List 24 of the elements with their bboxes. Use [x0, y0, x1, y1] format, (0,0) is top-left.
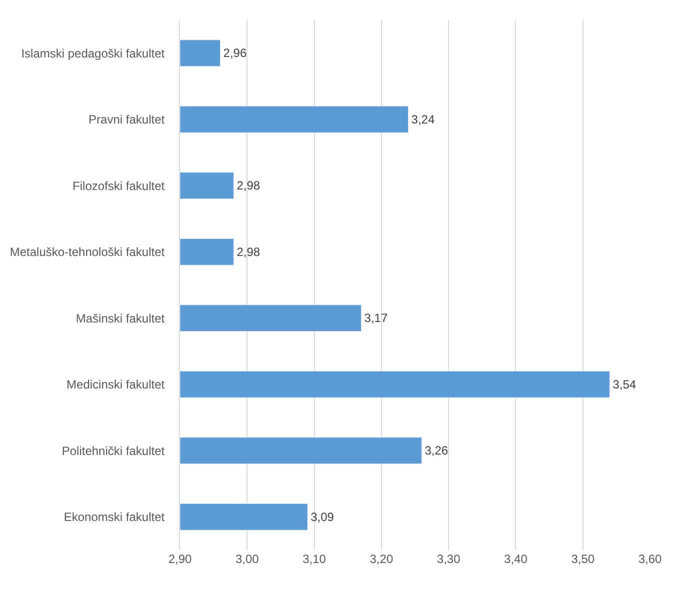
y-tick-label: Islamski pedagoški fakultet [21, 46, 166, 60]
data-label: 3,24 [411, 112, 435, 126]
data-label: 2,98 [236, 178, 260, 193]
data-label: 2,98 [236, 244, 260, 259]
x-tick-label: 3,10 [302, 552, 326, 566]
y-tick-label: Politehnički fakultet [62, 444, 166, 458]
x-tick-label: 3,60 [638, 552, 662, 566]
x-tick-label: 3,30 [436, 552, 461, 566]
y-tick-label: Ekonomski fakultet [64, 510, 166, 524]
data-label: 3,26 [424, 444, 448, 458]
data-label: 3,54 [612, 377, 636, 392]
y-tick-label: Pravni fakultet [88, 112, 166, 127]
data-label: 2,96 [223, 46, 247, 60]
x-tick-label: 3,00 [235, 552, 260, 566]
y-tick-label: Filozofski fakultet [72, 178, 166, 193]
data-label: 3,17 [364, 311, 388, 326]
x-tick-label: 2,90 [168, 552, 192, 566]
y-tick-label: Metaluško-tehnološki fakultet [10, 245, 166, 260]
data-label: 3,09 [310, 510, 334, 524]
x-tick-label: 3,50 [571, 552, 595, 566]
x-tick-label: 3,20 [370, 552, 394, 566]
x-tick-label: 3,40 [504, 552, 528, 566]
y-tick-label: Medicinski fakultet [66, 378, 166, 392]
y-tick-label: Mašinski fakultet [76, 311, 166, 326]
